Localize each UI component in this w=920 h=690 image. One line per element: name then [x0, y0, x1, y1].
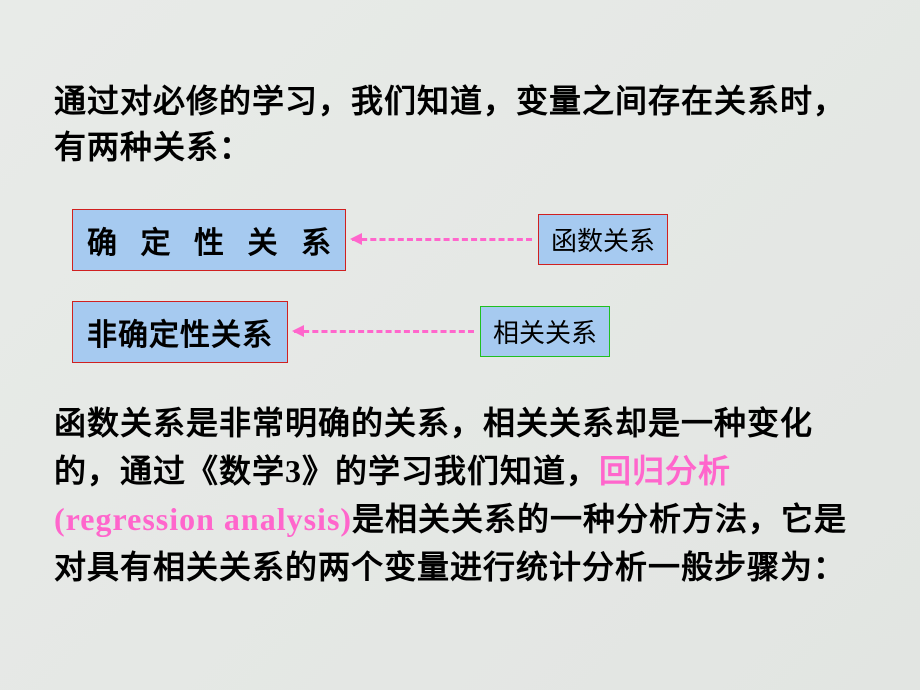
body-paragraph: 函数关系是非常明确的关系，相关关系却是一种变化的，通过《数学3》的学习我们知道，… — [54, 399, 866, 591]
deterministic-box: 确 定 性 关 系 — [72, 209, 346, 271]
relation-row-1: 确 定 性 关 系 函数关系 — [72, 209, 866, 271]
nondeterministic-box: 非确定性关系 — [72, 301, 288, 363]
slide-content: 通过对必修的学习，我们知道，变量之间存在关系时，有两种关系： 确 定 性 关 系… — [0, 0, 920, 591]
arrow-1 — [352, 238, 532, 241]
relation-row-2: 非确定性关系 相关关系 — [72, 301, 866, 363]
arrow-2 — [294, 330, 474, 333]
correlation-box: 相关关系 — [480, 306, 610, 357]
intro-paragraph: 通过对必修的学习，我们知道，变量之间存在关系时，有两种关系： — [54, 78, 866, 171]
function-relation-box: 函数关系 — [538, 214, 668, 265]
